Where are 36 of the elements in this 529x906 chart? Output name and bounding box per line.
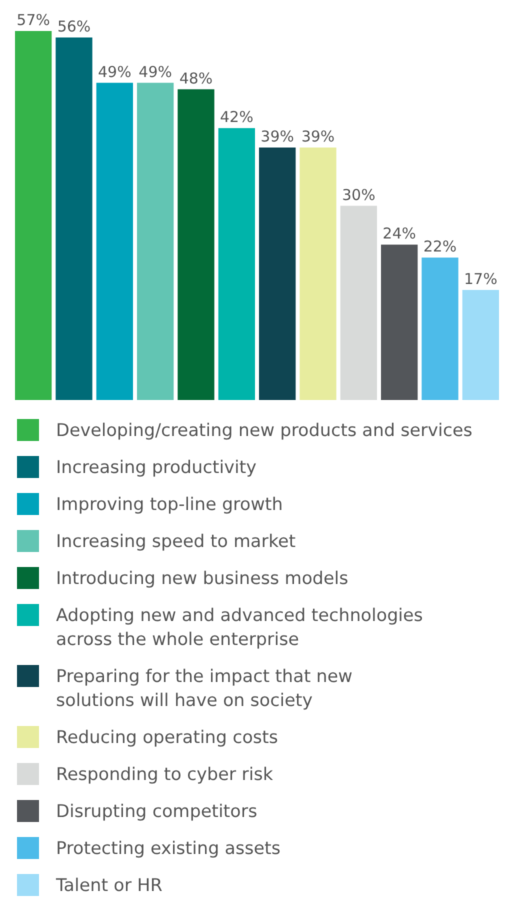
bar <box>56 37 92 400</box>
bar <box>422 258 458 400</box>
data-label: 17% <box>464 270 498 288</box>
legend-label: Responding to cyber risk <box>56 765 274 785</box>
legend-label: Improving top-line growth <box>56 495 283 515</box>
data-label: 49% <box>138 62 172 81</box>
data-label: 57% <box>16 11 50 29</box>
bar <box>218 128 255 400</box>
bar <box>300 148 336 400</box>
legend-label: Adopting new and advanced technologies across the whole enterprise <box>56 606 423 650</box>
bar <box>259 148 296 400</box>
data-label: 56% <box>57 17 91 36</box>
data-label: 39% <box>301 128 335 146</box>
data-label: 48% <box>179 69 213 88</box>
legend-label: Talent or HR <box>55 876 162 896</box>
legend-label: Developing/creating new products and services <box>56 421 472 441</box>
bar <box>381 244 418 400</box>
bar <box>96 82 133 400</box>
bar <box>137 82 174 400</box>
bar <box>15 31 52 400</box>
bar <box>340 206 377 400</box>
data-label: 39% <box>260 128 294 146</box>
data-label: 22% <box>423 238 457 256</box>
legend-label: Protecting existing assets <box>56 839 280 859</box>
legend-label: Increasing speed to market <box>56 532 296 552</box>
legend-label: Disrupting competitors <box>56 802 258 822</box>
legend-label: Preparing for the impact that new solutions will have on society <box>56 667 352 711</box>
bar <box>462 290 499 400</box>
legend-label: Increasing productivity <box>56 458 257 478</box>
data-label: 42% <box>220 108 254 126</box>
bar <box>178 89 214 400</box>
data-label: 30% <box>342 186 376 204</box>
legend-label: Introducing new business models <box>56 569 348 589</box>
data-label: 49% <box>98 62 132 81</box>
legend-label: Reducing operating costs <box>56 728 278 748</box>
data-label: 24% <box>382 224 416 243</box>
